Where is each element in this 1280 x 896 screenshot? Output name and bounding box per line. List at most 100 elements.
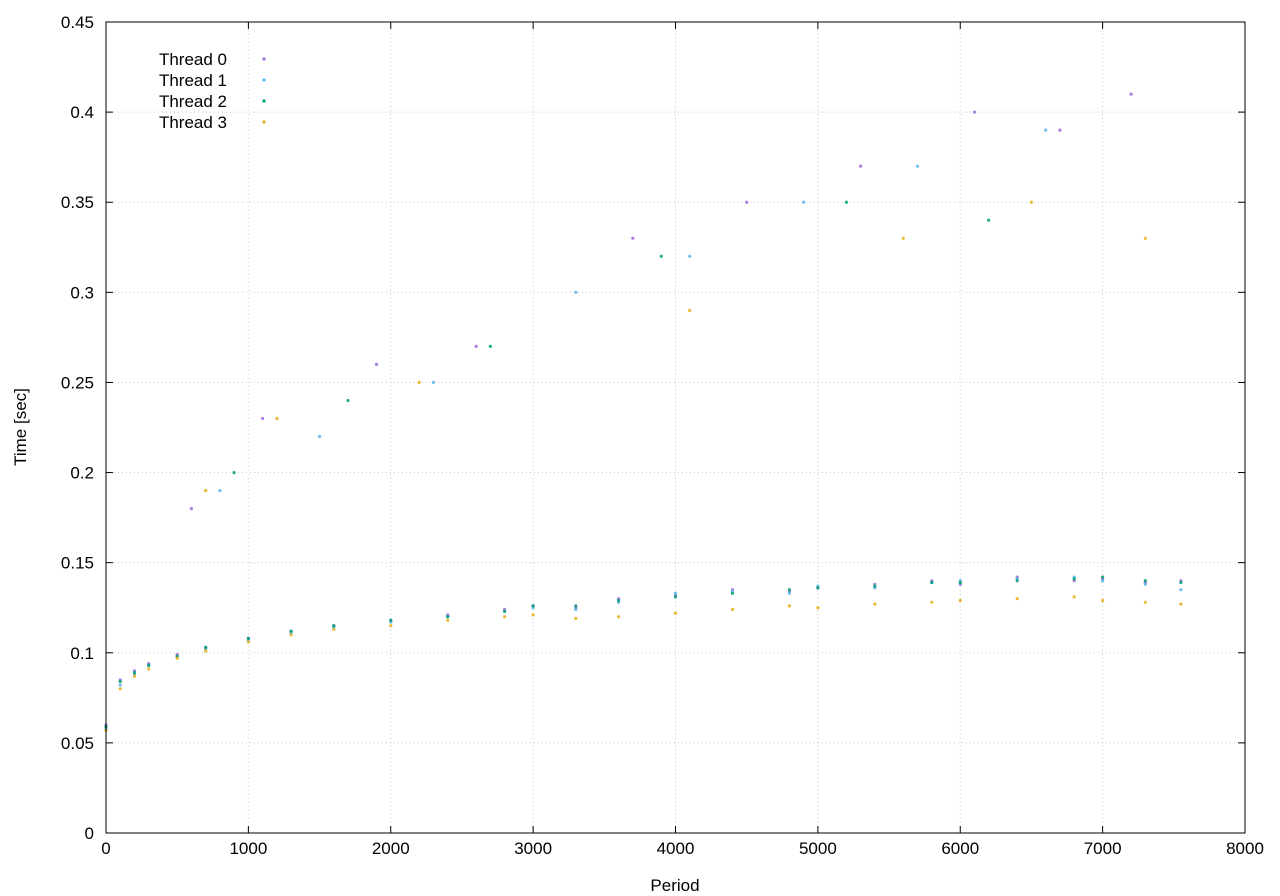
data-point	[118, 687, 122, 691]
x-tick-label: 0	[101, 839, 110, 858]
data-point	[802, 200, 806, 204]
data-point	[859, 164, 863, 168]
y-tick-label: 0.15	[61, 554, 94, 573]
data-point	[417, 380, 421, 384]
data-point	[332, 627, 336, 631]
legend-label: Thread 0	[159, 50, 227, 69]
data-point	[389, 624, 393, 628]
data-point	[930, 600, 934, 604]
data-point	[1072, 577, 1076, 581]
data-point	[1143, 579, 1147, 583]
x-tick-label: 8000	[1226, 839, 1264, 858]
data-point	[1179, 602, 1183, 606]
data-point	[474, 344, 478, 348]
data-point	[930, 580, 934, 585]
data-point	[659, 254, 663, 258]
legend-label: Thread 2	[159, 92, 227, 111]
data-point	[673, 611, 678, 615]
x-tick-label: 5000	[799, 839, 837, 858]
legend-marker	[262, 120, 266, 124]
plot-frame	[105, 21, 1246, 834]
data-point	[1015, 597, 1019, 601]
data-point	[574, 616, 578, 621]
data-point	[901, 236, 905, 240]
data-point	[1029, 200, 1033, 204]
data-point	[958, 598, 962, 603]
data-point	[531, 604, 535, 608]
data-point	[787, 591, 792, 595]
data-point	[1101, 598, 1105, 603]
data-point	[1179, 580, 1183, 585]
data-point	[531, 613, 535, 617]
y-axis-label: Time [sec]	[11, 388, 30, 466]
data-point	[1101, 575, 1105, 579]
x-tick-label: 1000	[229, 839, 267, 858]
y-tick-label: 0.1	[70, 644, 94, 663]
data-point	[389, 618, 393, 622]
data-point	[987, 218, 991, 222]
data-point	[289, 633, 293, 637]
data-point	[204, 645, 208, 650]
data-point	[1072, 595, 1076, 599]
y-tick-label: 0.35	[61, 193, 94, 212]
data-point	[147, 667, 151, 671]
data-point	[1143, 582, 1147, 586]
legend: Thread 0 Thread 1 Thread 2 Thread 3	[159, 50, 266, 132]
data-point	[431, 380, 436, 384]
legend-label: Thread 3	[159, 113, 227, 132]
data-point	[816, 606, 820, 610]
data-point	[972, 110, 977, 114]
data-point	[574, 607, 578, 612]
data-point	[275, 416, 279, 421]
y-tick-label: 0.4	[70, 103, 94, 122]
data-point	[232, 471, 236, 475]
data-point	[673, 591, 678, 595]
series-1-points	[104, 128, 1183, 731]
data-point	[246, 636, 250, 641]
data-point	[218, 489, 222, 493]
data-point	[1179, 588, 1183, 592]
data-point	[816, 586, 820, 590]
x-tick-label: 3000	[514, 839, 552, 858]
data-point	[1143, 236, 1147, 240]
y-tick-labels: 0 0.05 0.1 0.15 0.2 0.25 0.3 0.35 0.4 0.45	[61, 13, 94, 843]
data-point	[958, 580, 962, 585]
y-tick-label: 0.25	[61, 373, 94, 392]
x-tick-label: 2000	[372, 839, 410, 858]
y-tick-label: 0	[85, 824, 94, 843]
points-layer	[104, 92, 1183, 732]
tick-layer	[105, 21, 1246, 834]
x-tick-label: 6000	[941, 839, 979, 858]
data-point	[118, 680, 122, 684]
data-point	[617, 598, 621, 603]
data-point	[346, 398, 350, 403]
data-point	[844, 200, 849, 204]
x-tick-label: 7000	[1084, 839, 1122, 858]
data-point	[332, 624, 336, 628]
y-tick-label: 0.3	[70, 283, 94, 302]
data-point	[574, 290, 578, 294]
data-point	[1129, 92, 1133, 96]
data-point	[446, 615, 450, 619]
data-point	[787, 604, 792, 608]
data-point	[787, 588, 792, 592]
data-point	[873, 602, 877, 606]
data-point	[261, 416, 265, 421]
data-point	[189, 507, 193, 511]
data-point	[1058, 128, 1062, 132]
data-point	[617, 615, 621, 619]
data-point	[132, 674, 137, 678]
y-tick-label: 0.45	[61, 13, 94, 32]
data-point	[503, 615, 507, 619]
data-point	[873, 584, 877, 588]
data-point	[688, 254, 692, 258]
data-point	[446, 618, 450, 622]
legend-marker	[262, 57, 266, 61]
data-point	[147, 663, 151, 668]
data-point	[1101, 579, 1105, 583]
data-point	[374, 362, 379, 366]
grid-layer	[106, 22, 1245, 833]
series-0-points	[104, 92, 1183, 727]
x-tick-labels: 0 1000 2000 3000 4000 5000 6000 7000 8000	[101, 839, 1264, 858]
x-tick-label: 4000	[657, 839, 695, 858]
